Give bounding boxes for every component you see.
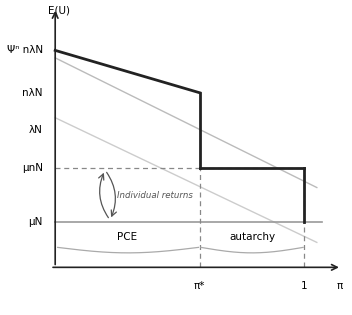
Text: π*: π* bbox=[194, 281, 206, 291]
Text: autarchy: autarchy bbox=[229, 232, 275, 243]
Text: Ψⁿ nλN: Ψⁿ nλN bbox=[7, 45, 43, 55]
Text: λN: λN bbox=[29, 125, 43, 135]
Text: 1: 1 bbox=[301, 281, 308, 291]
Text: Individual returns: Individual returns bbox=[118, 191, 193, 199]
Text: nλN: nλN bbox=[22, 88, 43, 98]
Text: π: π bbox=[336, 281, 342, 291]
Text: μnN: μnN bbox=[22, 163, 43, 173]
Text: μN: μN bbox=[29, 217, 43, 227]
Text: PCE: PCE bbox=[117, 232, 138, 243]
Text: E(U): E(U) bbox=[48, 5, 70, 15]
